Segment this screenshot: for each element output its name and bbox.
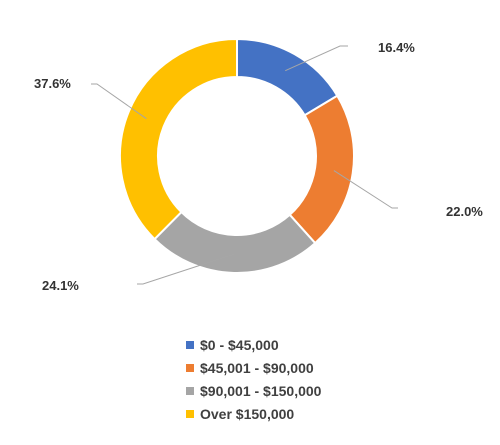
data-label: 37.6% bbox=[34, 76, 71, 91]
legend-swatch bbox=[186, 340, 194, 349]
legend-swatch bbox=[186, 363, 194, 372]
legend-swatch bbox=[186, 386, 194, 395]
legend-label: $45,001 - $90,000 bbox=[200, 359, 314, 376]
donut-slice bbox=[153, 210, 317, 274]
data-label: 16.4% bbox=[378, 40, 415, 55]
data-label: 22.0% bbox=[446, 204, 483, 219]
chart-legend: $0 - $45,000 $45,001 - $90,000 $90,001 -… bbox=[186, 333, 321, 425]
data-label: 24.1% bbox=[42, 278, 79, 293]
leader-line bbox=[91, 83, 147, 120]
donut-chart-svg: 16.4% 22.0% 24.1% 37.6% bbox=[34, 37, 483, 293]
donut-slice bbox=[119, 37, 238, 241]
legend-item: $90,001 - $150,000 bbox=[186, 379, 321, 402]
leader-line bbox=[137, 253, 235, 285]
leader-line bbox=[285, 45, 348, 72]
legend-item: $0 - $45,000 bbox=[186, 333, 321, 356]
legend-label: Over $150,000 bbox=[200, 405, 295, 422]
donut-slice bbox=[288, 94, 355, 245]
leader-line bbox=[333, 170, 398, 209]
legend-label: $0 - $45,000 bbox=[200, 336, 279, 353]
legend-label: $90,001 - $150,000 bbox=[200, 382, 322, 399]
legend-swatch bbox=[186, 409, 194, 418]
legend-item: $45,001 - $90,000 bbox=[186, 356, 321, 379]
legend-item: Over $150,000 bbox=[186, 402, 321, 425]
